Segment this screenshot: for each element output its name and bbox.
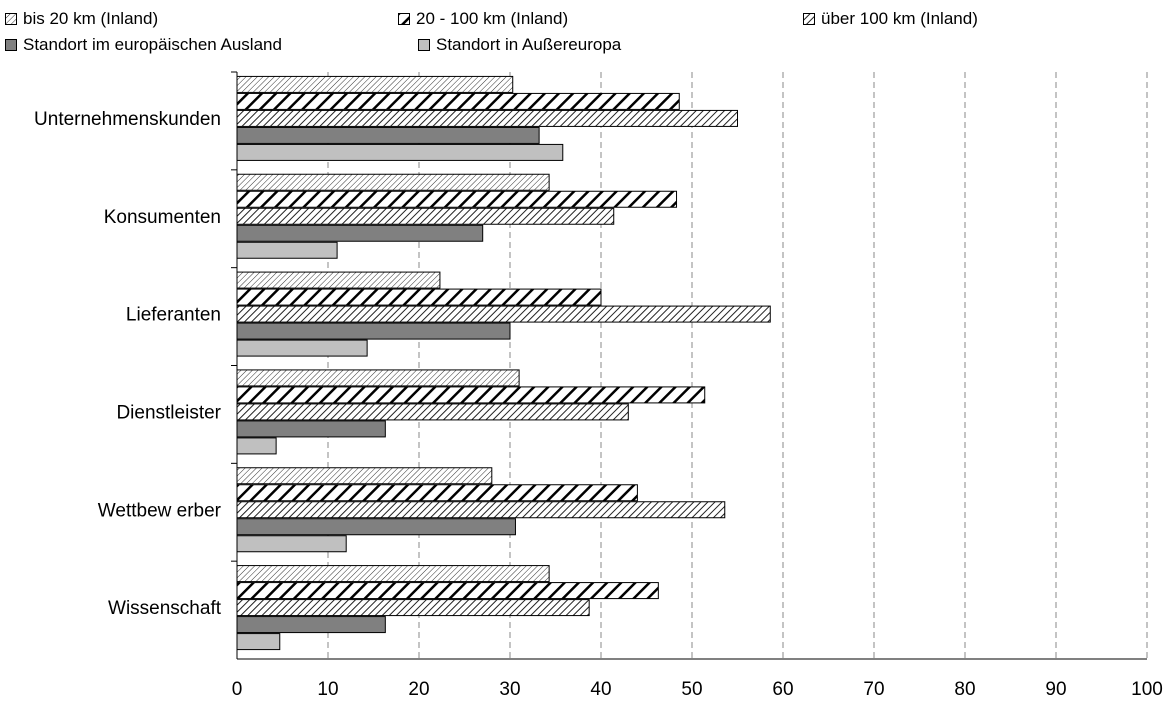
bar [236,535,347,553]
x-tick-label: 90 [1045,679,1066,700]
bar [236,288,602,306]
bar [236,126,540,144]
x-tick-label: 10 [317,679,338,700]
bars [236,75,771,651]
category-label: Konsumenten [104,207,221,228]
labels: 0 10 20 30 40 50 60 70 80 90 100 Unternehmenskunden… [34,109,1163,700]
bar [236,599,590,617]
bar [236,339,368,357]
x-tick-label: 0 [232,679,243,700]
legend-label: über 100 km (Inland) [821,9,978,28]
legend-item: Standort in Außereuropa [418,35,621,55]
bar [236,143,564,161]
bar [236,484,638,502]
bar [236,92,680,110]
legend-label: 20 - 100 km (Inland) [416,9,569,28]
x-tick-label: 50 [681,679,702,700]
bar [236,109,738,127]
bar [236,582,659,600]
bar [236,565,550,583]
bar [236,322,511,340]
x-tick-label: 30 [499,679,520,700]
x-tick-label: 60 [772,679,793,700]
legend-swatch [398,13,410,25]
axes [231,71,1147,660]
bar [236,75,514,93]
bar [236,420,386,438]
category-label: Lieferanten [126,305,221,326]
legend-item: über 100 km (Inland) [803,9,978,29]
bar [236,386,706,404]
legend-swatch [418,39,430,51]
bar [236,241,338,259]
bar [236,437,277,455]
bar [236,207,615,225]
legend-item: Standort im europäischen Ausland [5,35,282,55]
category-label: Dienstleister [116,402,221,423]
bar [236,305,771,323]
legend-label: Standort in Außereuropa [436,35,622,54]
category-label: Wettbew erber [98,500,222,521]
legend-label: Standort im europäischen Ausland [23,35,282,54]
bar [236,616,386,634]
legend-item: bis 20 km (Inland) [5,9,158,29]
legend-swatch [803,13,815,25]
grid-lines [327,72,1148,659]
x-tick-label: 100 [1131,679,1163,700]
x-tick-label: 70 [863,679,884,700]
x-tick-label: 80 [954,679,975,700]
legend-item: 20 - 100 km (Inland) [398,9,568,29]
bar [236,467,493,485]
bar [236,403,629,421]
x-tick-label: 40 [590,679,611,700]
legend-swatch [5,13,17,25]
legend-label: bis 20 km (Inland) [23,9,159,28]
bar [236,633,281,651]
bar [236,173,550,191]
legend-swatch [5,39,17,51]
bar [236,224,484,242]
category-label: Wissenschaft [108,598,222,619]
category-label: Unternehmenskunden [34,109,221,130]
bar [236,190,678,208]
bar [236,501,726,519]
bar [236,271,441,289]
bar [236,369,520,387]
bar [236,518,516,536]
x-tick-label: 20 [408,679,429,700]
